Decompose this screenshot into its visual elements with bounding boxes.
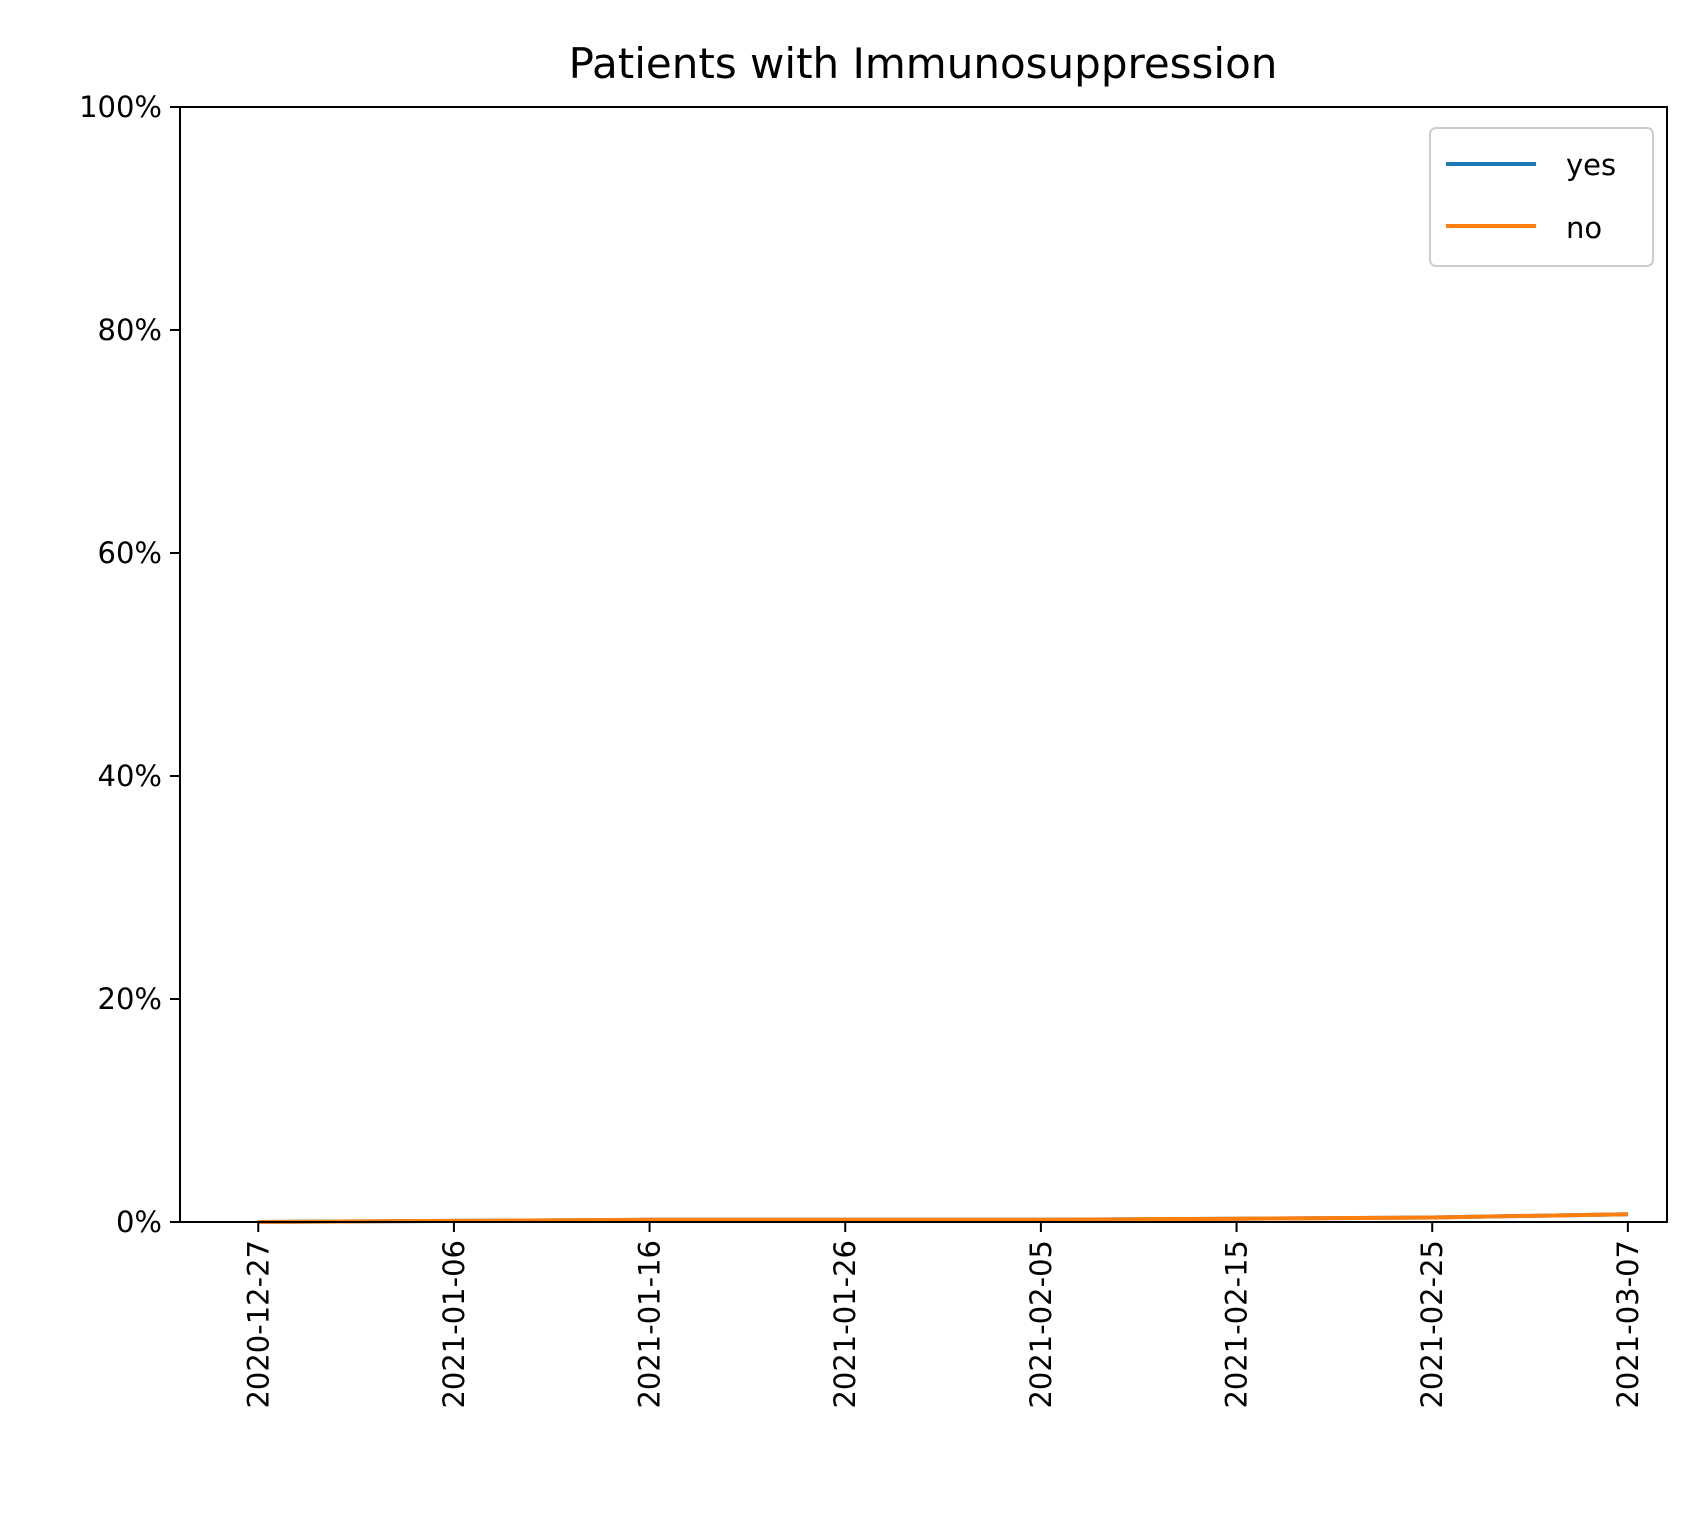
legend-box — [1429, 127, 1654, 267]
x-tick-label: 2021-02-15 — [1220, 1240, 1254, 1409]
y-tick-label: 0% — [116, 1205, 162, 1239]
x-tick-label: 2021-01-06 — [437, 1240, 471, 1409]
x-tick-label: 2021-02-25 — [1415, 1240, 1449, 1409]
x-axis: 2020-12-27 2021-01-06 2021-01-16 2021-01-26… — [241, 1222, 1645, 1409]
y-tick-label: 100% — [79, 90, 162, 124]
y-tick-label: 80% — [98, 313, 162, 347]
x-tick-label: 2021-02-05 — [1024, 1240, 1058, 1409]
series-line-no — [258, 1212, 1628, 1224]
y-axis: 0% 20% 40% 60% 80% 100% — [79, 90, 180, 1239]
legend-label-yes: yes — [1566, 148, 1616, 182]
x-tick-label: 2021-03-07 — [1611, 1240, 1645, 1409]
chart-title: Patients with Immunosuppression — [569, 39, 1278, 88]
y-tick-label: 60% — [98, 536, 162, 570]
x-tick-label: 2021-01-16 — [633, 1240, 667, 1409]
y-tick-label: 40% — [98, 759, 162, 793]
x-tick-label: 2021-01-26 — [828, 1240, 862, 1409]
series-lines — [258, 1212, 1628, 1224]
x-tick-label: 2020-12-27 — [241, 1240, 275, 1409]
legend-label-no: no — [1566, 211, 1602, 245]
y-tick-label: 20% — [98, 982, 162, 1016]
legend: yes no — [1429, 127, 1654, 267]
plot-frame — [179, 106, 1668, 1223]
